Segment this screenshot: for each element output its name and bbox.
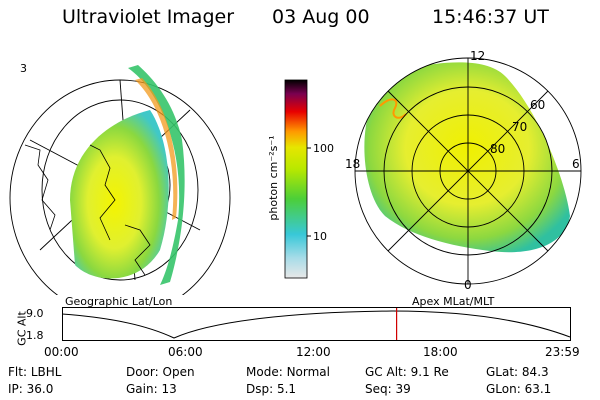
colorbar-tick-label: 10 [313,230,327,243]
mlt-line [387,90,549,252]
status-glon: GLon: 63.1 [486,382,552,396]
geographic-image: 3 [9,62,231,295]
colorbar-unit-label: photon cm⁻²s⁻¹ [267,135,280,220]
bright-spot [379,98,407,119]
mlt-label-0: 0 [464,278,472,292]
altitude-curve [62,310,571,339]
altitude-plot [62,307,571,341]
status-seq: Seq: 39 [365,382,411,396]
altitude-xtick: 06:00 [168,345,203,359]
altitude-xtick: 18:00 [423,345,458,359]
altitude-ytick: 1.8 [26,329,44,342]
altitude-ytick: 9.0 [26,307,44,320]
left-caption: Geographic Lat/Lon [65,295,173,308]
mlt-label-18: 18 [345,157,360,171]
lat-label-60: 60 [530,98,545,112]
latitude-circle [41,99,199,281]
mlt-label-12: 12 [470,49,485,63]
altitude-xtick: 12:00 [296,345,331,359]
status-door: Door: Open [126,365,195,379]
bright-spot [383,83,389,89]
coastline [89,144,116,241]
auroral-oval [364,62,570,253]
mlt-label-6: 6 [572,157,580,171]
altitude-xtick: 23:59 [545,345,580,359]
status-gc-alt: GC Alt: 9.1 Re [365,365,449,379]
instrument-title: Ultraviolet Imager [62,6,235,28]
altitude-frame [62,307,571,341]
limb-glow [128,65,185,285]
status-flt: Flt: LBHL [8,365,62,379]
date-label: 03 Aug 00 [272,6,370,28]
lat-label-70: 70 [512,120,527,134]
corner-label: 3 [20,62,27,75]
limb-glow-bright [135,78,178,220]
status-ip: IP: 36.0 [8,382,54,396]
auroral-emission [70,110,169,279]
bright-spot [404,65,410,71]
status-dsp: Dsp: 5.1 [246,382,297,396]
colorbar: 100 10 photon cm⁻²s⁻¹ [267,79,334,279]
coastline [124,224,151,276]
status-gain: Gain: 13 [126,382,177,396]
altitude-xtick: 00:00 [44,345,79,359]
right-caption: Apex MLat/MLT [412,295,495,308]
colorbar-scale [284,79,308,279]
colorbar-tick-label: 100 [313,142,334,155]
lat-label-80: 80 [490,142,505,156]
time-label: 15:46:37 UT [432,6,549,28]
status-mode: Mode: Normal [246,365,330,379]
coastline [24,144,56,231]
polar-plot: 12 18 6 0 60 70 80 [345,49,582,292]
status-glat: GLat: 84.3 [486,365,549,379]
